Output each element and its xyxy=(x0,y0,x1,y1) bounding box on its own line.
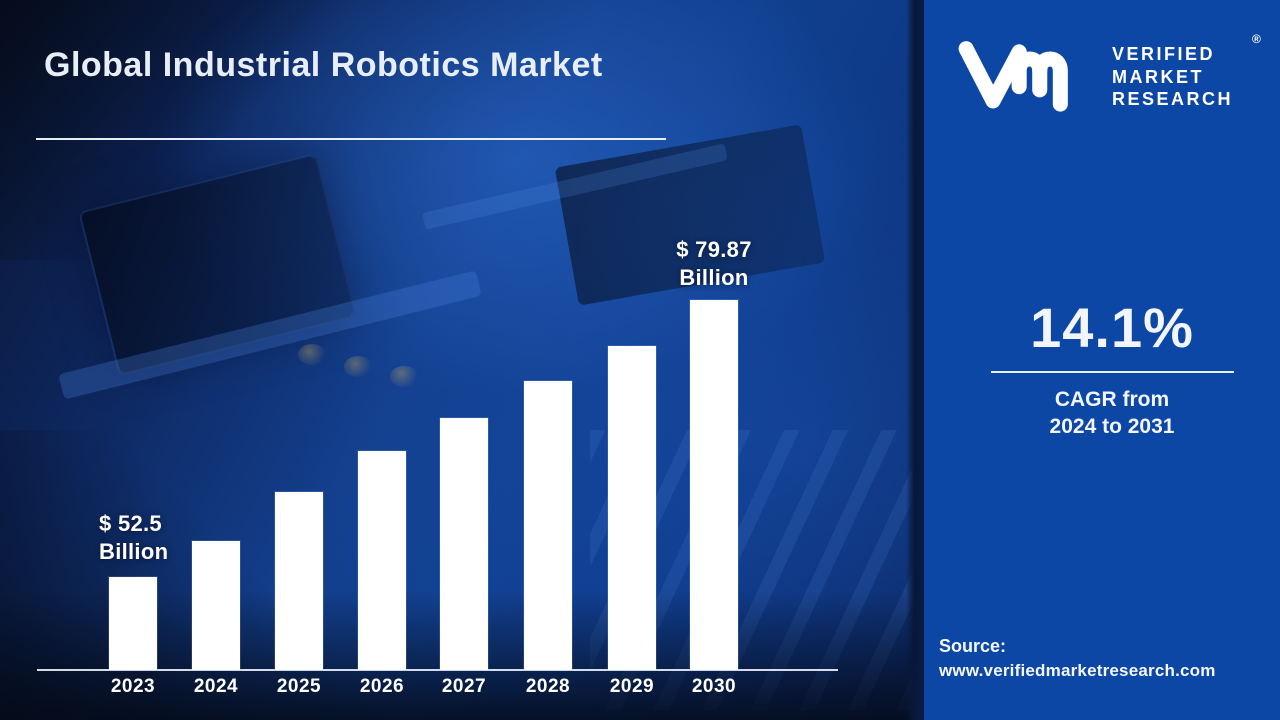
value-label-2030: $ 79.87 Billion xyxy=(638,236,790,292)
brand-logo: VERIFIED MARKET RESEARCH ® xyxy=(924,0,1280,130)
bar-chart: $ 52.5 Billion $ 79.87 Billion 2023 2024 2… xyxy=(37,236,838,697)
value-label-2023: $ 52.5 Billion xyxy=(99,510,219,566)
value-label-2023-amount: $ 52.5 xyxy=(99,511,162,536)
brand-pane: VERIFIED MARKET RESEARCH ® 14.1% CAGR fr… xyxy=(924,0,1280,720)
bar-2027 xyxy=(440,418,488,670)
bar-2026 xyxy=(358,451,406,670)
bar-2024 xyxy=(192,541,240,670)
axis-label-2029: 2029 xyxy=(609,676,655,697)
cagr-caption: CAGR from 2024 to 2031 xyxy=(952,386,1272,440)
panel-edge-shadow xyxy=(906,0,924,720)
cagr-divider xyxy=(990,371,1234,373)
x-axis-line xyxy=(37,669,838,671)
source-url: www.verifiedmarketresearch.com xyxy=(939,661,1216,680)
cagr-caption-line1: CAGR from xyxy=(1054,388,1170,411)
vmr-monogram-icon xyxy=(958,41,1068,112)
cagr-value: 14.1% xyxy=(1030,296,1194,359)
value-label-2030-amount: $ 79.87 xyxy=(676,237,752,262)
value-label-2030-unit: Billion xyxy=(679,265,749,290)
brand-logo-line-research: RESEARCH xyxy=(1112,89,1234,109)
brand-logo-line-verified: VERIFIED xyxy=(1112,44,1216,64)
cagr-block: 14.1% CAGR from 2024 to 2031 xyxy=(952,298,1272,440)
axis-label-2025: 2025 xyxy=(276,676,322,697)
axis-label-2024: 2024 xyxy=(193,676,239,697)
bar-2023 xyxy=(109,577,157,670)
title-underline xyxy=(36,138,666,140)
chart-pane: Global Industrial Robotics Market $ 52.5… xyxy=(0,0,924,720)
cagr-caption-line2: 2024 to 2031 xyxy=(1049,415,1175,438)
bar-2028 xyxy=(524,381,572,670)
brand-logo-line-market: MARKET xyxy=(1112,66,1204,87)
axis-label-2026: 2026 xyxy=(359,676,405,697)
registered-trademark-icon: ® xyxy=(1252,32,1261,46)
source-label: Source: xyxy=(939,636,1007,656)
bar-2025 xyxy=(275,492,323,670)
solder-dot-shape xyxy=(344,356,372,377)
axis-label-2027: 2027 xyxy=(441,676,487,697)
axis-label-2030: 2030 xyxy=(691,676,737,697)
axis-label-2028: 2028 xyxy=(525,676,571,697)
page-title: Global Industrial Robotics Market xyxy=(44,46,603,84)
bar-2030 xyxy=(690,300,738,670)
solder-dot-shape xyxy=(298,344,326,365)
brand-logo-text: VERIFIED MARKET RESEARCH xyxy=(1112,43,1233,111)
value-label-2023-unit: Billion xyxy=(99,539,169,564)
source-block: Source: www.verifiedmarketresearch.com xyxy=(939,636,1274,681)
solder-dot-shape xyxy=(390,366,418,387)
bar-2029 xyxy=(608,346,656,670)
axis-label-2023: 2023 xyxy=(110,676,156,697)
